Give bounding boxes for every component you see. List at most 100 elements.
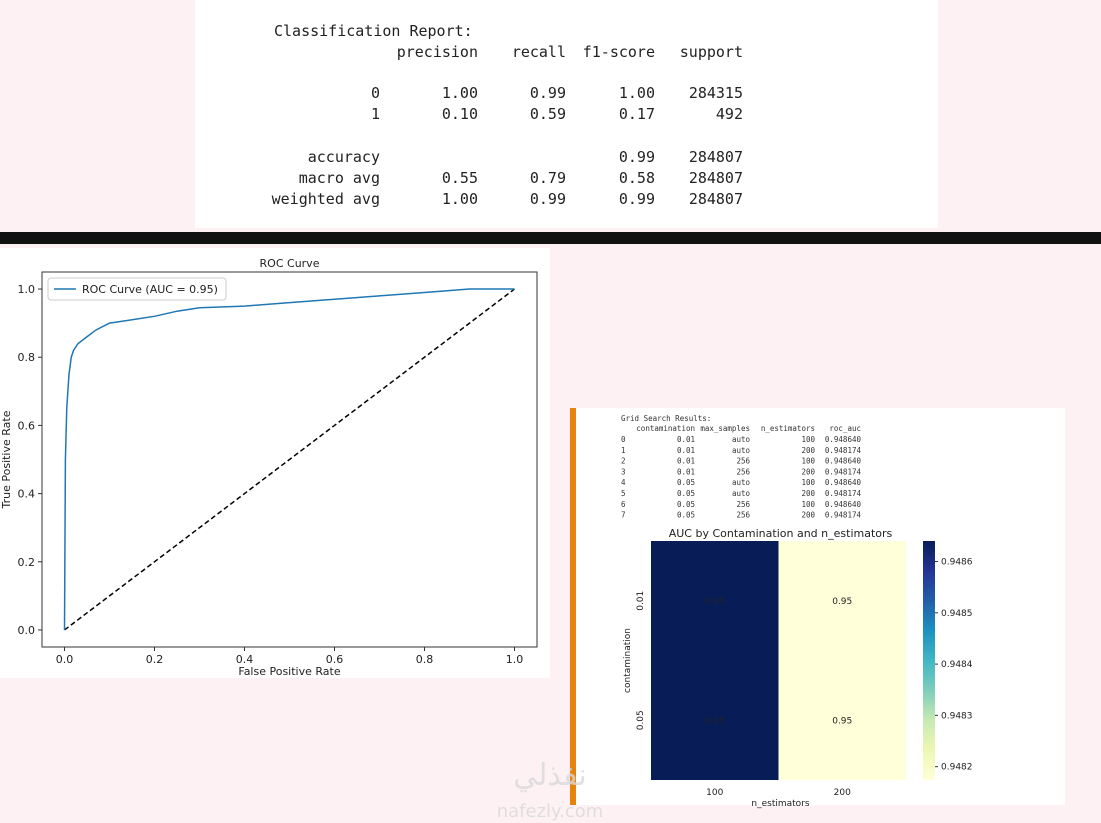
grid-cell: 0.948174 — [825, 489, 862, 498]
colorbar-tick-label: 0.9483 — [941, 711, 973, 721]
grid-cell: auto — [732, 489, 751, 498]
heatmap-cell — [778, 660, 906, 780]
cell-label: 0.95 — [705, 597, 725, 607]
report-cell: 0.55 — [442, 169, 478, 187]
report-cell: 1.00 — [442, 84, 478, 102]
report-cell: 0.17 — [619, 105, 655, 123]
report-cell: 492 — [716, 105, 743, 123]
grid-cell: 7 — [621, 511, 626, 520]
report-header: f1-score — [583, 43, 655, 61]
grid-header: max_samples — [700, 424, 750, 433]
colorbar — [923, 541, 935, 780]
grid-title: Grid Search Results: — [621, 414, 711, 423]
report-cell: 0.10 — [442, 105, 478, 123]
y-tick-label: 0.8 — [18, 351, 36, 364]
grid-cell: 0.948174 — [825, 467, 862, 476]
roc-line — [63, 288, 515, 630]
report-cell: 0.99 — [530, 84, 566, 102]
grid-cell: 0.01 — [677, 435, 695, 444]
watermark: nafezly.com — [497, 801, 604, 822]
y-tick-label: 0.4 — [18, 488, 36, 501]
grid-cell: 4 — [621, 478, 626, 487]
report-cell: 284315 — [689, 84, 743, 102]
grid-cell: 0.05 — [677, 500, 695, 509]
grid-cell: 1 — [621, 446, 626, 455]
report-row-label: 1 — [371, 105, 380, 123]
grid-cell: 5 — [621, 489, 626, 498]
x-tick-label: 200 — [834, 788, 851, 798]
legend-box — [47, 277, 227, 301]
grid-cell: 200 — [801, 446, 815, 455]
cell-label: 0.95 — [705, 716, 725, 726]
grid-cell: auto — [732, 478, 751, 487]
grid-cell: auto — [732, 446, 751, 455]
grid-header: roc_auc — [829, 424, 861, 433]
report-cell: 0.99 — [619, 148, 655, 166]
grid-header: contamination — [636, 424, 695, 433]
report-cell: 0.59 — [530, 105, 566, 123]
report-cell: 0.99 — [619, 190, 655, 208]
grid-cell: 100 — [801, 478, 815, 487]
grid-cell: 0.05 — [677, 489, 695, 498]
grid-cell: auto — [732, 435, 751, 444]
legend-label: ROC Curve (AUC = 0.95) — [82, 283, 218, 296]
grid-cell: 0.01 — [677, 457, 695, 466]
chart-title: AUC by Contamination and n_estimators — [669, 527, 893, 540]
grid-cell: 200 — [801, 467, 815, 476]
report-cell: 284807 — [689, 169, 743, 187]
report-panel — [195, 0, 938, 228]
report-row-label: 0 — [371, 84, 380, 102]
heatmap-cell — [651, 660, 779, 780]
report-cell: 1.00 — [619, 84, 655, 102]
y-tick-label: 1.0 — [18, 283, 36, 296]
report-cell: 0.58 — [619, 169, 655, 187]
grid-cell: 0.948640 — [825, 457, 862, 466]
report-title: Classification Report: — [274, 22, 473, 40]
grid-cell: 100 — [801, 435, 815, 444]
x-axis-label: n_estimators — [751, 799, 809, 809]
report-cell: 0.79 — [530, 169, 566, 187]
watermark: نفذلي — [513, 758, 586, 793]
grid-cell: 2 — [621, 457, 626, 466]
grid-cell: 256 — [736, 511, 750, 520]
plot-frame — [41, 271, 538, 648]
cell-label: 0.95 — [832, 597, 852, 607]
report-row-label: macro avg — [299, 169, 380, 187]
grid-cell: 256 — [736, 500, 750, 509]
grid-cell: 100 — [801, 457, 815, 466]
grid-cell: 0.01 — [677, 467, 695, 476]
grid-cell: 6 — [621, 500, 626, 509]
grid-cell: 0.948640 — [825, 478, 862, 487]
y-tick-label: 0.0 — [18, 624, 36, 637]
colorbar-tick-label: 0.9485 — [941, 609, 973, 619]
y-tick-label: 0.05 — [636, 710, 646, 730]
report-header: recall — [512, 43, 566, 61]
x-tick-label: 0.6 — [326, 653, 344, 666]
grid-cell: 0 — [621, 435, 626, 444]
heatmap-cell — [778, 541, 906, 661]
report-row-label: accuracy — [308, 148, 380, 166]
grid-cell: 0.01 — [677, 446, 695, 455]
grid-cell: 200 — [801, 511, 815, 520]
x-tick-label: 100 — [706, 788, 723, 798]
report-cell: 284807 — [689, 148, 743, 166]
colorbar-tick-label: 0.9482 — [941, 763, 973, 773]
x-tick-label: 0.2 — [146, 653, 164, 666]
grid-cell: 0.948174 — [825, 511, 862, 520]
divider — [0, 232, 1101, 244]
y-tick-label: 0.01 — [636, 591, 646, 611]
chart-title: ROC Curve — [260, 257, 320, 270]
grid-cell: 0.948640 — [825, 435, 862, 444]
grid-cell: 0.05 — [677, 511, 695, 520]
x-axis-label: False Positive Rate — [238, 665, 340, 678]
reference-line — [64, 288, 515, 631]
report-header: support — [680, 43, 743, 61]
y-axis-label: contamination — [623, 628, 633, 693]
report-cell: 0.99 — [530, 190, 566, 208]
grid-cell: 100 — [801, 500, 815, 509]
x-tick-label: 0.0 — [56, 653, 74, 666]
cell-label: 0.95 — [832, 716, 852, 726]
grid-cell: 256 — [736, 457, 750, 466]
grid-cell: 0.948174 — [825, 446, 862, 455]
y-axis-label: True Positive Rate — [0, 410, 13, 509]
